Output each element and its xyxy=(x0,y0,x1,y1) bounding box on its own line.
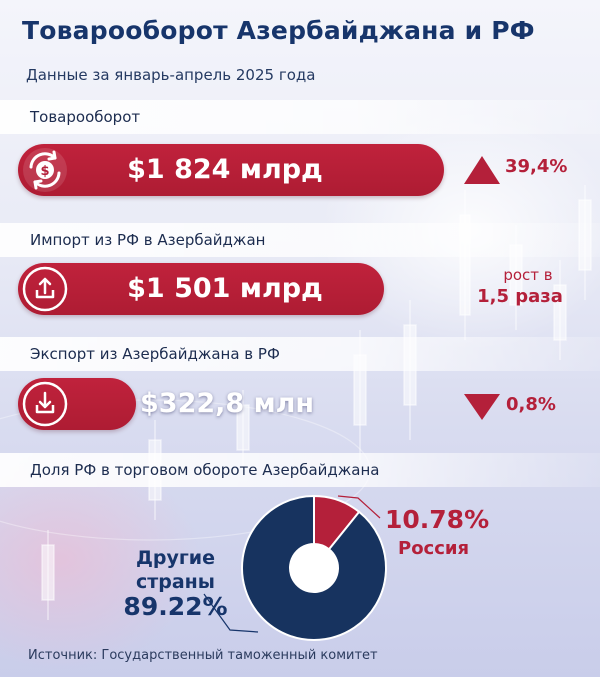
page-title: Товарооборот Азербайджана и РФ xyxy=(22,16,535,45)
russia-leader-line xyxy=(337,495,381,519)
donut-hole xyxy=(290,544,338,592)
export-pill xyxy=(18,378,136,430)
turnover-change: 39,4% xyxy=(505,156,568,177)
arrow-up-icon xyxy=(464,156,500,184)
section-label-share: Доля РФ в торговом обороте Азербайджана xyxy=(30,461,380,479)
section-label-band xyxy=(0,453,600,487)
download-icon xyxy=(22,381,68,427)
page-subtitle: Данные за январь-апрель 2025 года xyxy=(26,66,316,84)
import-pill xyxy=(18,263,384,315)
turnover-pill xyxy=(18,144,444,196)
export-value: $322,8 млн xyxy=(140,388,315,419)
import-value: $1 501 млрд xyxy=(127,273,323,304)
share-donut-chart xyxy=(241,494,387,641)
section-label-import: Импорт из РФ в Азербайджан xyxy=(30,231,266,249)
import-change-value: 1,5 раза xyxy=(477,286,563,307)
russia-share-value: 10.78% xyxy=(385,505,490,534)
section-label-export: Экспорт из Азербайджана в РФ xyxy=(30,345,280,363)
russia-share-label: Россия xyxy=(398,538,470,559)
dollar-cycle-icon: $ xyxy=(23,148,67,192)
upload-icon xyxy=(22,266,68,312)
source-note: Источник: Государственный таможенный ком… xyxy=(28,648,378,663)
others-share-label: Другие страны xyxy=(135,547,216,593)
section-label-turnover: Товарооборот xyxy=(30,108,141,126)
arrow-down-icon xyxy=(464,394,500,420)
section-label-band xyxy=(0,337,600,371)
section-label-band xyxy=(0,223,600,257)
svg-text:$: $ xyxy=(40,164,49,179)
section-label-band xyxy=(0,100,600,134)
export-change: 0,8% xyxy=(506,394,556,415)
import-change-prefix: рост в xyxy=(503,266,553,284)
turnover-value: $1 824 млрд xyxy=(127,154,323,185)
others-share-value: 89.22% xyxy=(123,592,228,621)
others-leader-line xyxy=(203,593,259,633)
